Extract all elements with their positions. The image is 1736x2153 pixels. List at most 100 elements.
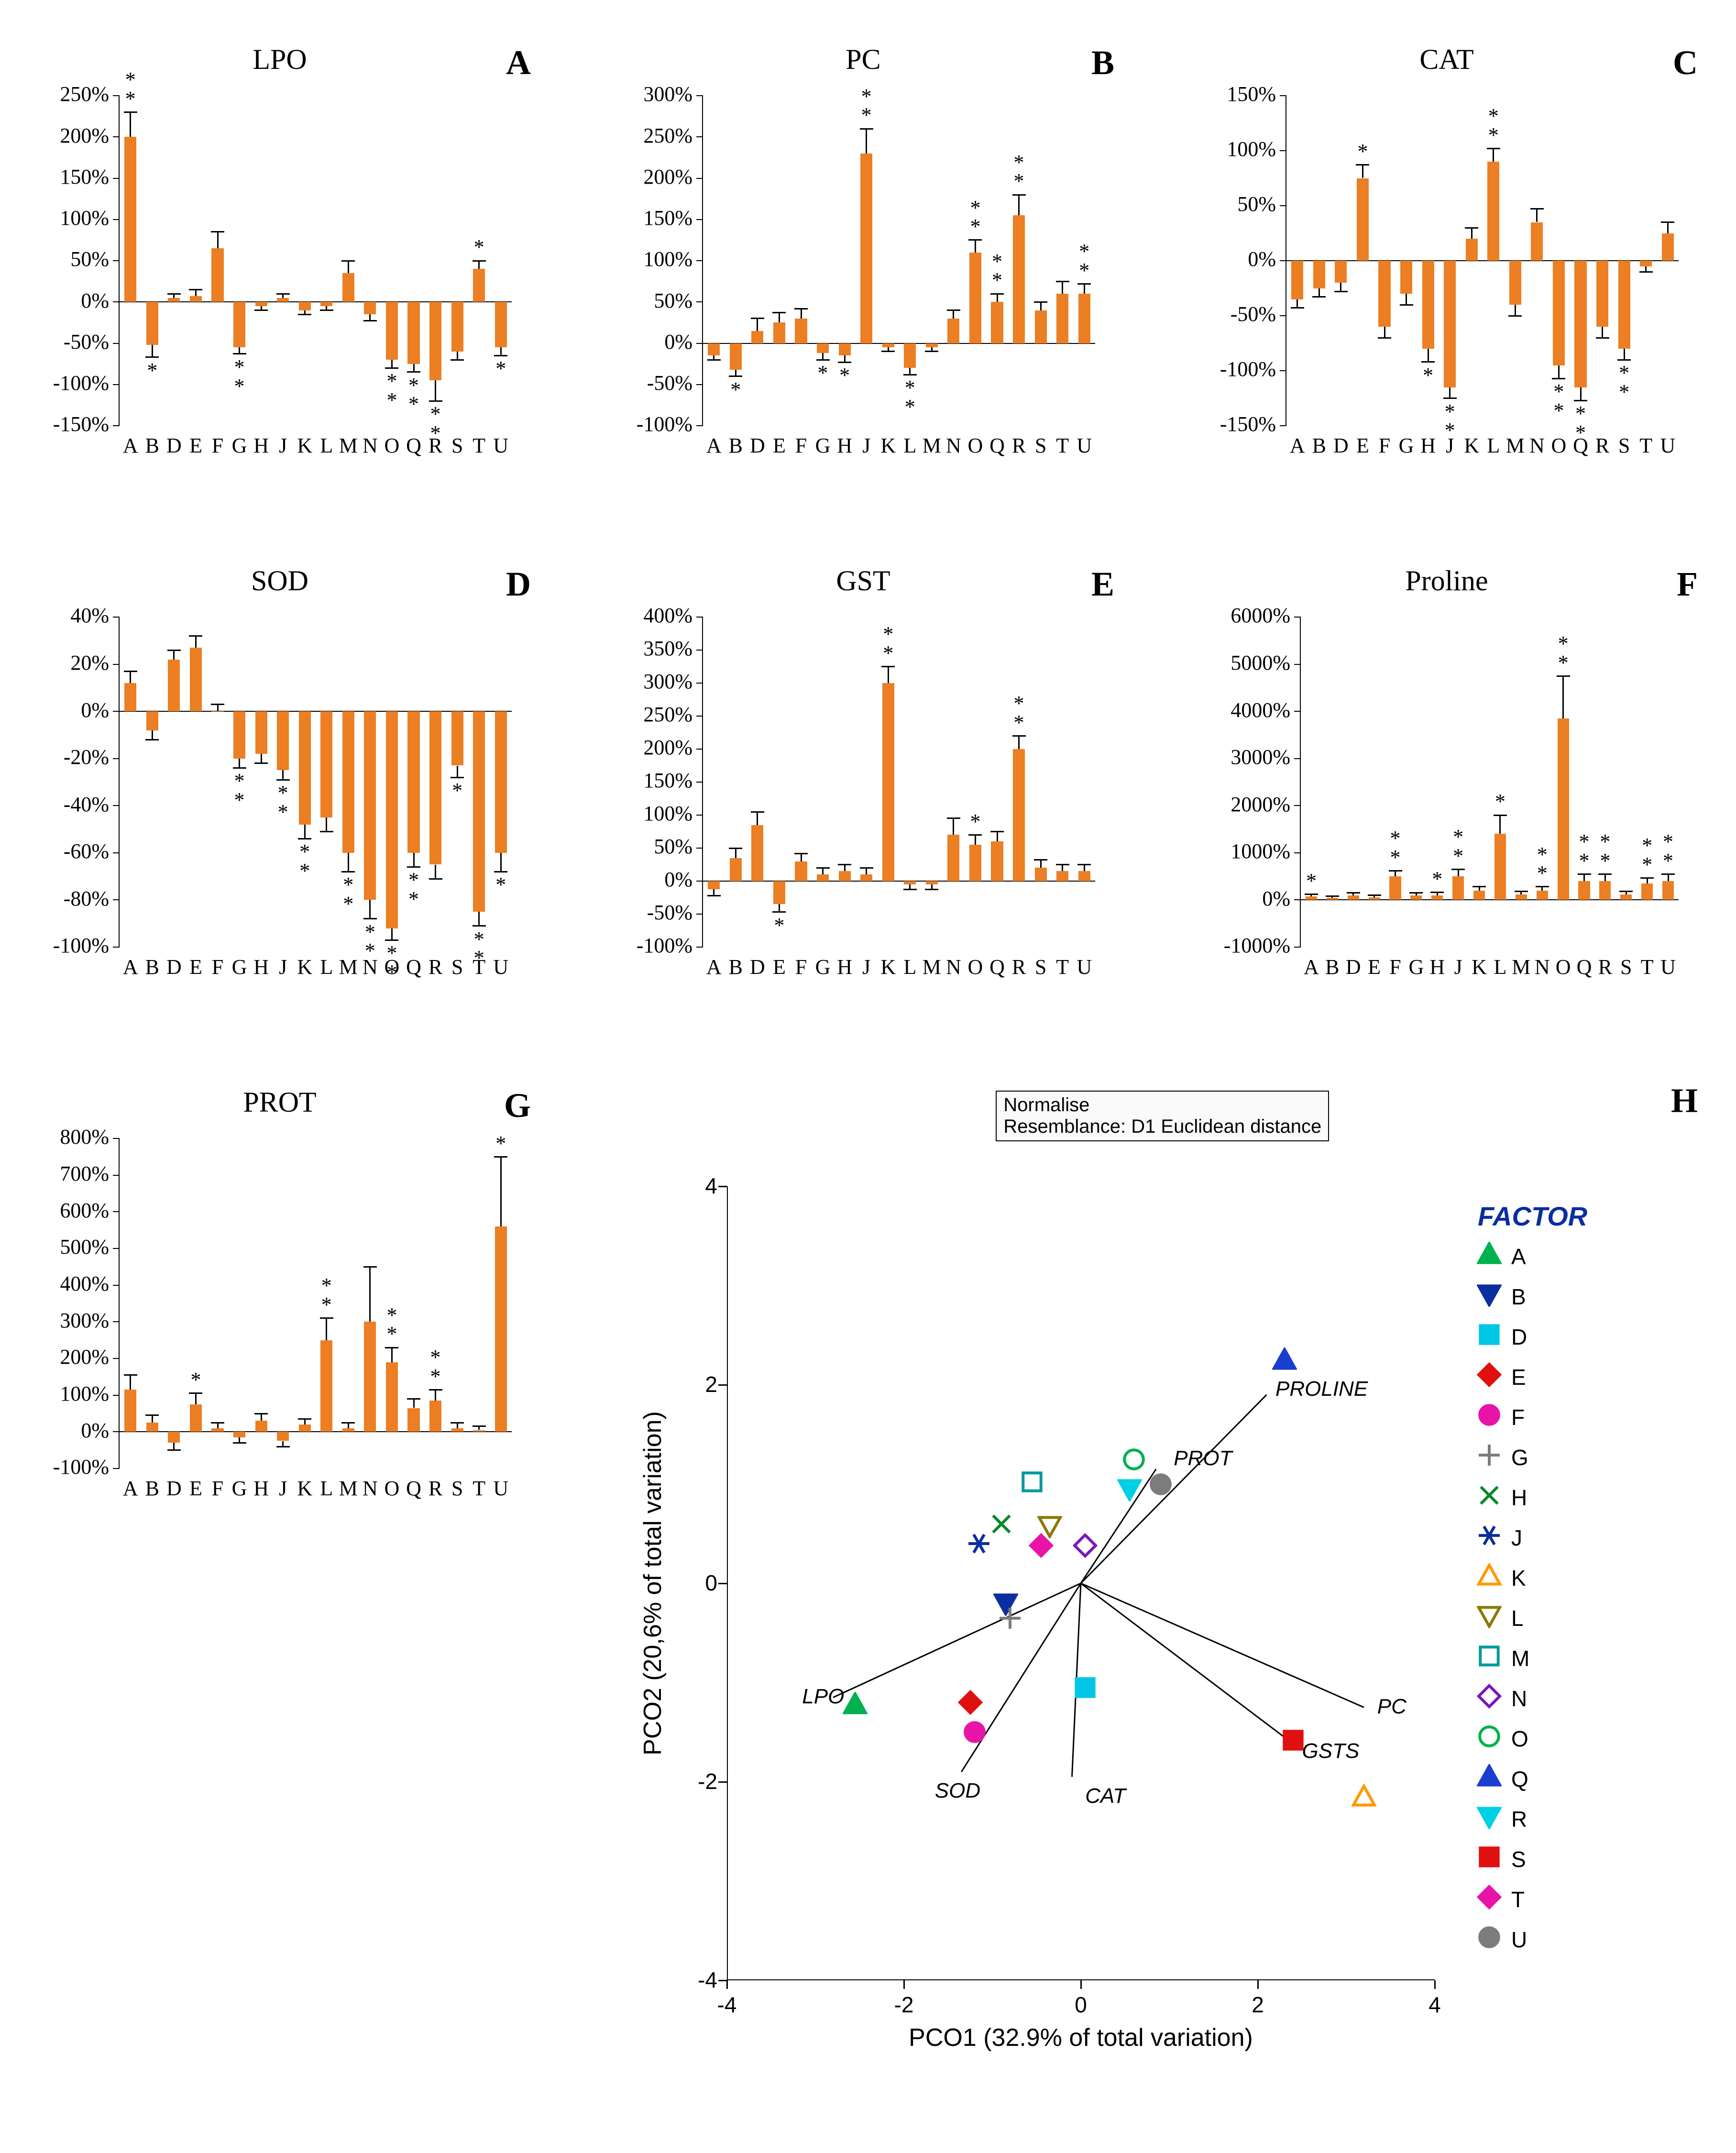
bar-prot-H (255, 1421, 267, 1432)
sig: * (1353, 142, 1372, 161)
errbar (1602, 327, 1603, 338)
errcap (363, 918, 377, 919)
bar-sod-R (429, 711, 441, 864)
bar-lpo-L (320, 302, 332, 306)
xcat-label: A (120, 433, 142, 458)
legend-label-N: N (1511, 1686, 1527, 1711)
errbar (1668, 874, 1669, 881)
errcap (189, 635, 202, 637)
xcat-label: K (294, 1476, 316, 1501)
errcap (450, 777, 464, 778)
xcat-label: J (1439, 433, 1461, 458)
ytick-label: -100% (1196, 357, 1276, 381)
xcat-label: F (790, 955, 812, 979)
ytick-label: -100% (29, 1455, 109, 1479)
errbar (391, 928, 393, 940)
xcat-label: J (856, 433, 878, 458)
errcap (794, 308, 808, 309)
ytick-label: 0% (612, 330, 692, 354)
legend-marker-M (1477, 1644, 1502, 1668)
errbar (1040, 860, 1042, 868)
xcat-label: E (769, 433, 791, 458)
ytick-label: 300% (612, 82, 692, 106)
bar-prot-G (233, 1432, 245, 1437)
errcap (233, 353, 246, 354)
bar-proline-T (1641, 883, 1653, 900)
sig: * (1575, 832, 1594, 851)
errbar (348, 1423, 349, 1428)
bar-lpo-O (386, 302, 398, 360)
bar-proline-N (1537, 891, 1548, 900)
errcap (472, 925, 486, 927)
errbar (1340, 283, 1341, 291)
errcap (211, 231, 224, 232)
bar-pc-F (795, 319, 807, 343)
legend-label-M: M (1511, 1645, 1529, 1671)
errcap (729, 375, 742, 377)
bar-proline-D (1348, 895, 1359, 900)
bar-gst-S (1035, 868, 1047, 881)
xcat-label: M (1511, 955, 1532, 979)
errcap (1421, 361, 1435, 363)
ytick-label: 200% (29, 1345, 109, 1369)
errcap (947, 817, 960, 819)
errbar (261, 754, 262, 763)
ytick-label: 800% (29, 1125, 109, 1149)
sig: * (121, 89, 140, 109)
errcap (1056, 864, 1069, 865)
xcat-label: N (943, 955, 965, 979)
bar-gst-B (730, 858, 742, 881)
bar-gst-M (926, 881, 938, 884)
xcat-label: H (834, 433, 856, 458)
y-axis (702, 617, 703, 947)
bar-gst-A (708, 881, 720, 889)
sig: * (295, 861, 314, 881)
errbar (239, 759, 240, 768)
chart-title-gst: GST (612, 564, 1114, 597)
errcap (276, 1446, 290, 1447)
xcat-label: S (446, 1476, 468, 1501)
errbar (369, 900, 371, 918)
point-M (1020, 1469, 1044, 1494)
xcat-label: J (272, 433, 294, 458)
sig: * (1428, 870, 1447, 889)
errcap (167, 1449, 181, 1451)
legend-label-U: U (1511, 1927, 1527, 1953)
errcap (1596, 337, 1609, 339)
errbar (348, 853, 349, 872)
sig: * (1659, 832, 1678, 851)
errcap (1443, 397, 1457, 399)
legend-marker-E (1477, 1362, 1502, 1387)
bar-pc-D (751, 331, 763, 343)
errcap (1326, 895, 1339, 897)
ytick-label: -100% (612, 933, 692, 958)
xcat-label: E (1364, 955, 1385, 979)
ytick-label: 50% (1196, 192, 1276, 216)
xcat-label: K (1469, 955, 1490, 979)
sig: * (1549, 401, 1568, 420)
bar-prot-K (299, 1424, 311, 1432)
sig: * (448, 781, 467, 800)
xcat-label: L (1490, 955, 1511, 979)
errbar (500, 853, 502, 872)
xcat-label: T (1052, 955, 1074, 979)
bar-pc-N (947, 319, 959, 343)
sig: * (1615, 364, 1634, 383)
xcat-label: R (1008, 955, 1030, 979)
errcap (1578, 873, 1591, 875)
xcat-label: H (834, 955, 856, 979)
xcat-label: Q (986, 955, 1008, 979)
bar-cat-G (1400, 261, 1412, 294)
point-F (962, 1720, 987, 1744)
bar-gst-J (860, 874, 872, 881)
ytick-label: -50% (612, 371, 692, 395)
sig: * (813, 364, 833, 383)
legend-marker-F (1477, 1402, 1502, 1427)
bar-prot-O (386, 1362, 398, 1432)
y-axis (702, 96, 703, 426)
bar-lpo-J (277, 298, 289, 302)
errbar (735, 848, 736, 858)
errbar (801, 309, 802, 319)
sig: * (1595, 851, 1615, 871)
errcap (1347, 892, 1360, 894)
